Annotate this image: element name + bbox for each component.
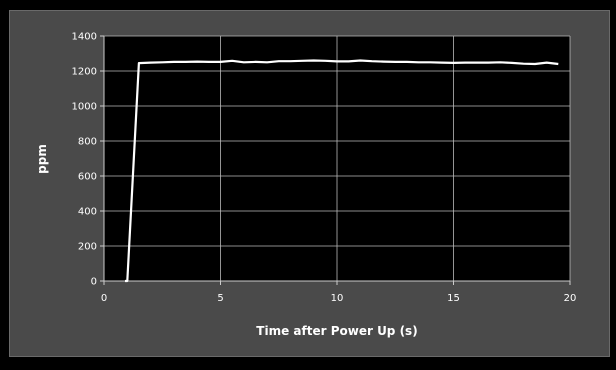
y-tick-label: 800 bbox=[78, 137, 97, 148]
x-tick-labels: 0 5 10 15 20 bbox=[101, 293, 577, 304]
series-line bbox=[125, 59, 559, 283]
y-tick-label: 0 bbox=[91, 277, 97, 288]
gridlines bbox=[104, 35, 571, 281]
line-chart: 0 200 400 600 800 1000 1200 1400 0 5 10 15 20 Time … bbox=[35, 32, 577, 339]
x-tick-label: 10 bbox=[331, 293, 344, 304]
y-tick-label: 1000 bbox=[72, 102, 97, 113]
x-tick-label: 20 bbox=[564, 293, 577, 304]
y-tick-label: 600 bbox=[78, 172, 97, 183]
y-tick-label: 1200 bbox=[72, 67, 97, 78]
x-tick-label: 0 bbox=[101, 293, 107, 304]
y-tick-label: 200 bbox=[78, 242, 97, 253]
y-tick-label: 1400 bbox=[72, 32, 97, 43]
x-tick-label: 5 bbox=[217, 293, 223, 304]
y-tick-labels: 0 200 400 600 800 1000 1200 1400 bbox=[72, 32, 97, 288]
series-group bbox=[125, 59, 559, 283]
y-axis-label: ppm bbox=[35, 144, 49, 174]
y-tick-label: 400 bbox=[78, 207, 97, 218]
axes bbox=[100, 35, 571, 285]
chart-frame: 0 200 400 600 800 1000 1200 1400 0 5 10 15 20 Time … bbox=[9, 10, 610, 357]
x-axis-label: Time after Power Up (s) bbox=[256, 324, 417, 338]
x-tick-label: 15 bbox=[447, 293, 460, 304]
